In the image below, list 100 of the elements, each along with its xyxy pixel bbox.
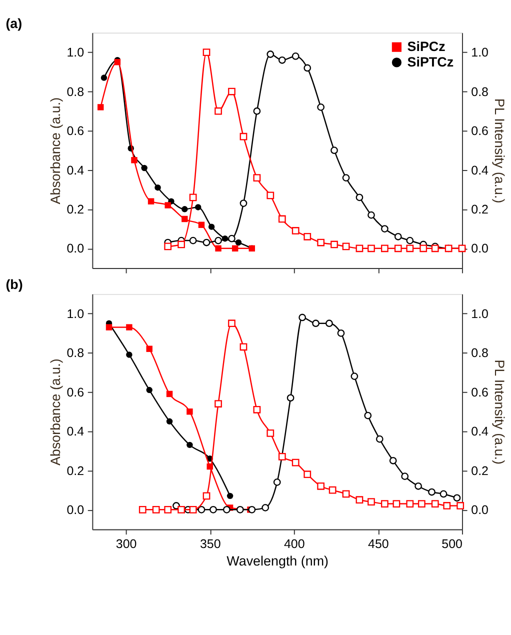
point <box>368 498 375 506</box>
x-tick-label: 450 <box>368 537 389 551</box>
point <box>166 418 173 425</box>
point <box>443 502 451 510</box>
point <box>202 492 210 500</box>
point <box>198 222 205 228</box>
point <box>330 146 338 154</box>
y2-tick-label: 0.0 <box>471 502 489 517</box>
point <box>202 48 210 56</box>
point <box>248 506 256 514</box>
point <box>214 236 222 244</box>
point <box>356 496 364 504</box>
point <box>106 324 112 330</box>
point <box>186 442 193 448</box>
point <box>350 372 358 380</box>
point <box>182 216 188 222</box>
point <box>381 500 388 508</box>
point <box>178 240 185 248</box>
y2-tick-label: 0.0 <box>471 242 489 256</box>
point <box>253 174 261 182</box>
point <box>418 500 426 508</box>
point <box>381 225 388 232</box>
y-tick-label: 0.2 <box>66 464 84 478</box>
point <box>368 211 375 219</box>
chart-title: (b) <box>6 277 23 292</box>
y-axis-title: Absorbance (a.u.) <box>48 97 63 204</box>
y2-tick-label: 0.4 <box>471 163 489 178</box>
y-tick-label: 0.4 <box>66 163 84 178</box>
point <box>317 104 325 111</box>
point <box>148 198 154 204</box>
y-tick-label: 0.4 <box>66 424 84 439</box>
point <box>330 240 338 248</box>
point <box>166 390 173 398</box>
point <box>428 488 436 496</box>
x-tick-label: 300 <box>116 537 137 551</box>
point <box>304 470 312 478</box>
point <box>164 242 172 250</box>
point <box>146 346 152 352</box>
y2-axis-title: PL Intensity (a.u.) <box>492 98 508 204</box>
point <box>420 244 428 252</box>
point <box>292 227 300 234</box>
point <box>240 132 248 140</box>
y-tick-label: 0.2 <box>66 202 84 216</box>
point <box>98 104 104 110</box>
point <box>262 504 270 512</box>
point <box>364 412 372 420</box>
y-tick-label: 1.0 <box>66 46 84 60</box>
point <box>210 506 217 514</box>
x-axis-title: Wavelength (nm) <box>226 553 328 568</box>
point <box>337 329 345 337</box>
point <box>326 320 333 328</box>
point <box>342 242 350 250</box>
y2-tick-label: 1.0 <box>471 306 489 321</box>
point <box>440 490 448 498</box>
point <box>278 453 286 460</box>
point <box>298 314 306 322</box>
x-tick-label: 400 <box>284 537 305 551</box>
point <box>328 486 336 494</box>
point <box>304 232 312 240</box>
point <box>266 192 274 200</box>
point <box>376 435 384 443</box>
point <box>253 406 261 414</box>
point <box>406 244 414 252</box>
point <box>356 244 364 252</box>
point <box>342 490 350 498</box>
point <box>266 429 274 437</box>
y-tick-label: 0.6 <box>66 385 84 400</box>
point <box>394 244 402 252</box>
x-tick-label: 500 <box>442 537 463 551</box>
y2-tick-label: 0.4 <box>471 424 489 439</box>
point <box>453 494 461 502</box>
point <box>392 500 400 508</box>
point <box>253 107 261 115</box>
point <box>317 482 325 490</box>
point <box>152 506 160 514</box>
point <box>215 245 222 252</box>
point <box>368 244 375 252</box>
point <box>198 506 206 514</box>
point <box>406 236 414 244</box>
y2-axis-title: PL Intensity (a.u.) <box>492 360 508 464</box>
point <box>222 506 230 514</box>
point <box>456 502 464 510</box>
point <box>381 244 388 252</box>
point <box>126 352 132 358</box>
point <box>228 88 236 96</box>
point <box>278 56 286 64</box>
y2-tick-label: 0.6 <box>471 124 489 138</box>
y2-tick-label: 0.2 <box>471 464 489 478</box>
point <box>189 236 197 244</box>
point <box>286 394 294 402</box>
point <box>236 506 244 514</box>
point <box>226 492 234 500</box>
point <box>208 224 215 230</box>
point <box>292 52 300 60</box>
point <box>178 506 185 514</box>
point <box>278 215 286 223</box>
y-tick-label: 0.8 <box>66 346 84 360</box>
y2-tick-label: 0.6 <box>471 385 489 400</box>
point <box>401 472 409 480</box>
y2-tick-label: 0.8 <box>471 84 489 99</box>
